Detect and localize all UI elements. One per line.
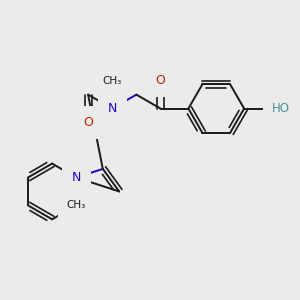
Text: N: N [107, 102, 117, 115]
Text: HO: HO [272, 102, 290, 115]
Text: O: O [156, 74, 165, 87]
Text: N: N [72, 171, 81, 184]
Text: O: O [83, 116, 93, 129]
Text: CH₃: CH₃ [67, 200, 86, 210]
Text: CH₃: CH₃ [103, 76, 122, 86]
